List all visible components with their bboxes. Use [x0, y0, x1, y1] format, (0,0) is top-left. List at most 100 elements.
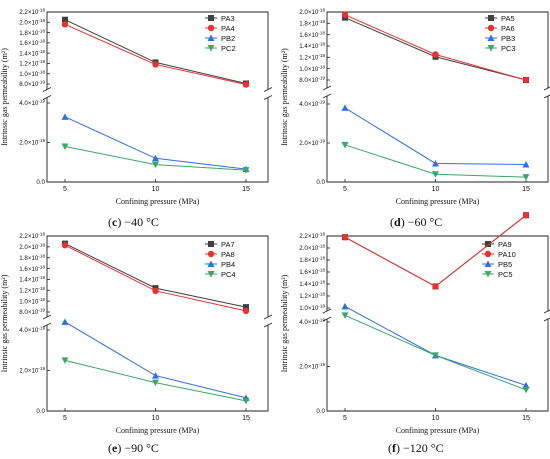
y-tick-label: 4.0×10-19 [19, 99, 45, 108]
data-point-pa10 [522, 212, 530, 219]
y-tick-label: 2.2×10-18 [19, 8, 45, 17]
y-tick-label: 1.4×10-18 [19, 275, 45, 284]
legend-label: PB2 [221, 34, 235, 43]
legend-label: PC4 [221, 270, 236, 279]
y-axis-label: Intrinsic gas permeability (m²) [0, 274, 9, 372]
y-axis-label: Intrinsic gas permeability (m²) [280, 48, 289, 146]
y-tick-label: 2.2×10-18 [19, 232, 45, 241]
data-point-pa3 [62, 16, 68, 23]
series-line-pa3 [64, 19, 247, 84]
data-point-pa10 [341, 234, 349, 241]
axis-break-mark [42, 314, 52, 320]
data-point-pa8 [61, 242, 69, 249]
y-tick-label: 1.2×10-18 [299, 292, 325, 301]
legend-marker [207, 24, 215, 32]
caption-text-e: −90 °C [124, 441, 159, 455]
data-point-pb3 [432, 159, 439, 167]
legend-marker [487, 34, 495, 41]
y-tick-label: 1.8×10-18 [299, 256, 325, 265]
y-tick-label: 1.0×10-18 [299, 64, 325, 73]
y-tick-label: 2.0×10-19 [19, 138, 45, 147]
legend-label: PA8 [221, 250, 235, 259]
y-tick-label: 1.4×10-18 [299, 280, 325, 289]
legend-label: PC5 [498, 270, 513, 279]
y-tick-label: 0.0 [316, 408, 325, 415]
axis-break-mark [543, 94, 550, 99]
axis-frame-upper [326, 11, 549, 88]
legend-marker [207, 250, 215, 258]
axis-break-mark [543, 86, 550, 91]
x-axis-label: Confining pressure (MPa) [396, 197, 480, 206]
data-point-pa8 [242, 307, 250, 315]
x-tick-label: 5 [63, 415, 67, 422]
series-line-pb3 [344, 107, 527, 165]
legend-label: PA7 [221, 240, 235, 249]
data-point-pc3 [432, 171, 439, 178]
x-tick-label: 5 [343, 415, 347, 422]
data-point-pc5 [432, 352, 439, 359]
x-tick-label: 15 [242, 186, 250, 193]
axis-break-mark [263, 322, 273, 328]
legend-marker [207, 45, 215, 52]
y-tick-label: 1.0×10-18 [19, 69, 45, 78]
data-point-pb3 [341, 104, 349, 111]
y-tick-label: 1.0×10-18 [19, 297, 45, 306]
axis-break-mark [263, 314, 273, 320]
axis-break-mark [322, 316, 332, 322]
y-tick-label: 4.0×10-19 [299, 100, 325, 109]
x-tick-label: 10 [432, 415, 440, 422]
y-tick-label: 1.2×10-18 [19, 59, 45, 68]
y-tick-label: 1.6×10-18 [19, 264, 45, 273]
axis-frame-upper [46, 11, 269, 90]
data-point-pa6 [432, 51, 439, 58]
x-axis-label: Confining pressure (MPa) [116, 426, 200, 435]
y-tick-label: 8.0×10-19 [19, 80, 45, 89]
data-point-pa6 [341, 11, 349, 19]
data-point-pa4 [61, 21, 69, 28]
y-tick-label: 1.4×10-18 [19, 49, 45, 58]
legend-label: PA6 [501, 24, 515, 33]
panel-caption-c: (c) −40 °C [108, 215, 159, 229]
data-point-pc2 [61, 143, 69, 150]
legend-label: PC2 [221, 44, 236, 53]
y-tick-label: 2.0×10-19 [299, 362, 325, 371]
legend-label: PA3 [221, 14, 235, 23]
x-tick-label: 10 [152, 186, 160, 193]
y-tick-label: 2.0×10-18 [299, 8, 325, 17]
data-point-pa7 [243, 304, 249, 311]
y-tick-label: 1.2×10-18 [19, 286, 45, 295]
y-tick-label: 1.6×10-18 [19, 39, 45, 48]
data-point-pc5 [341, 312, 349, 319]
legend-marker [207, 34, 215, 41]
data-point-pa4 [242, 81, 250, 88]
data-point-pc3 [522, 174, 530, 181]
legend-marker [208, 15, 214, 21]
legend-marker [207, 271, 215, 278]
series-line-pb4 [64, 321, 247, 399]
data-point-pa4 [152, 61, 159, 68]
legend-marker [484, 271, 492, 278]
x-tick-label: 15 [522, 415, 530, 422]
axis-frame-lower [326, 319, 549, 412]
legend-label: PB3 [501, 34, 515, 43]
y-tick-label: 2.2×10-18 [299, 232, 325, 241]
data-point-pb2 [61, 113, 69, 120]
caption-text-d: −60 °C [407, 215, 443, 229]
data-point-pb5 [522, 381, 530, 389]
y-tick-label: 1.8×10-18 [19, 253, 45, 262]
axis-break-mark [543, 309, 550, 314]
series-line-pa6 [344, 14, 527, 81]
axis-break-mark [263, 87, 273, 92]
legend-marker [487, 45, 495, 52]
y-axis-label: Intrinsic gas permeability (m²) [0, 48, 9, 146]
y-tick-label: 1.8×10-18 [19, 28, 45, 37]
data-point-pc2 [242, 167, 250, 174]
data-point-pb3 [522, 160, 530, 168]
data-point-pb4 [61, 318, 69, 325]
y-axis-label: Intrinsic gas permeability (m²) [280, 274, 289, 372]
series-line-pb5 [344, 305, 527, 386]
panel-caption-e: (e) −90 °C [108, 441, 159, 455]
caption-text-f: −120 °C [403, 441, 444, 455]
y-tick-label: 2.0×10-18 [19, 18, 45, 27]
